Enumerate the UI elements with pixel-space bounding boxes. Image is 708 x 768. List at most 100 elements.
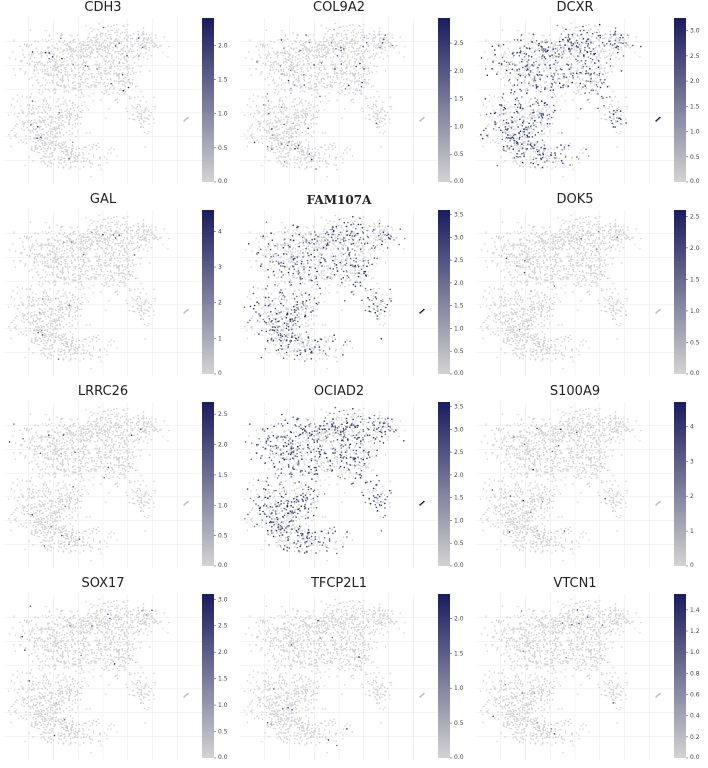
- cell-point: [134, 97, 136, 99]
- cell-point: [29, 96, 31, 98]
- cell-point: [598, 67, 600, 69]
- cell-point: [604, 38, 606, 40]
- cell-point: [497, 138, 499, 140]
- cell-point: [615, 122, 617, 124]
- cell-point: [132, 67, 134, 69]
- cell-point: [37, 41, 39, 43]
- cell-point: [581, 48, 583, 50]
- cell-point: [55, 137, 57, 139]
- cell-point: [46, 100, 48, 102]
- cell-point: [296, 136, 298, 138]
- cell-point: [335, 43, 337, 45]
- cell-point: [92, 148, 94, 150]
- cell-point: [294, 148, 296, 150]
- cell-point: [63, 167, 65, 169]
- cell-point: [350, 72, 352, 74]
- cell-point: [611, 36, 613, 38]
- cell-point: [347, 57, 349, 59]
- cell-point: [60, 47, 62, 49]
- cell-point: [336, 32, 338, 34]
- cell-point: [277, 129, 279, 131]
- cell-point: [308, 150, 310, 152]
- cell-point: [580, 30, 582, 32]
- cell-point: [344, 34, 346, 36]
- cell-point: [541, 34, 543, 36]
- cell-point: [552, 51, 554, 53]
- cell-point: [277, 56, 279, 58]
- cell-point: [346, 147, 348, 149]
- cell-point: [589, 102, 591, 104]
- cell-point: [118, 39, 120, 41]
- cell-point: [366, 48, 368, 50]
- cell-point: [98, 263, 100, 265]
- cell-point: [524, 116, 526, 118]
- cell-point: [118, 62, 120, 64]
- cell-point: [63, 101, 65, 103]
- cell-point: [90, 73, 92, 75]
- cell-point: [74, 119, 76, 121]
- cell-point: [286, 72, 288, 74]
- cell-point: [107, 52, 109, 54]
- cell-point: [511, 117, 513, 119]
- cell-point: [372, 38, 374, 40]
- cell-point: [343, 72, 345, 74]
- cell-point: [526, 159, 528, 161]
- cell-point: [503, 77, 505, 79]
- cell-point: [74, 62, 76, 64]
- cell-point: [129, 98, 131, 100]
- cell-point: [537, 74, 539, 76]
- cell-point: [36, 123, 38, 125]
- cell-point: [293, 68, 295, 70]
- cell-point: [67, 152, 69, 154]
- cell-point: [541, 56, 543, 58]
- cell-point: [78, 57, 80, 59]
- cell-point: [525, 127, 527, 129]
- cell-point: [521, 96, 523, 98]
- cell-point: [540, 168, 542, 170]
- cell-point: [573, 78, 575, 80]
- cell-point: [485, 68, 487, 70]
- cell-point: [83, 72, 85, 74]
- cell-point: [533, 129, 535, 131]
- cell-point: [88, 36, 90, 38]
- cell-point: [105, 63, 107, 65]
- cell-point: [290, 129, 292, 131]
- cell-point: [285, 139, 287, 141]
- cell-point: [278, 112, 280, 114]
- cell-point: [342, 73, 344, 75]
- cell-point: [372, 40, 374, 42]
- cell-point: [333, 76, 335, 78]
- cell-point: [582, 34, 584, 36]
- cell-point: [532, 115, 534, 117]
- cell-point: [287, 74, 289, 76]
- cell-point: [520, 145, 522, 147]
- cell-point: [279, 109, 281, 111]
- cell-point: [551, 75, 553, 77]
- cell-point: [583, 66, 585, 68]
- cell-point: [590, 77, 592, 79]
- cell-point: [356, 48, 358, 50]
- cell-point: [74, 66, 76, 68]
- cell-point: [335, 63, 337, 65]
- cell-point: [97, 164, 99, 166]
- cell-point: [263, 104, 265, 106]
- cell-point: [99, 23, 101, 25]
- cell-point: [353, 68, 355, 70]
- cell-point: [598, 53, 600, 55]
- cell-point: [65, 151, 67, 153]
- cell-point: [510, 62, 512, 64]
- cell-point: [278, 144, 280, 146]
- cell-point: [535, 158, 537, 160]
- cell-point: [57, 74, 59, 76]
- cell-point: [538, 109, 540, 111]
- cell-point: [59, 116, 61, 118]
- cell-point: [135, 55, 137, 57]
- cell-point: [537, 151, 539, 153]
- cell-point: [544, 56, 546, 58]
- cell-point: [295, 79, 297, 81]
- cell-point: [47, 132, 49, 134]
- cell-point: [31, 44, 33, 46]
- cell-point: [297, 151, 299, 153]
- cell-point: [551, 117, 553, 119]
- cell-point: [594, 25, 596, 27]
